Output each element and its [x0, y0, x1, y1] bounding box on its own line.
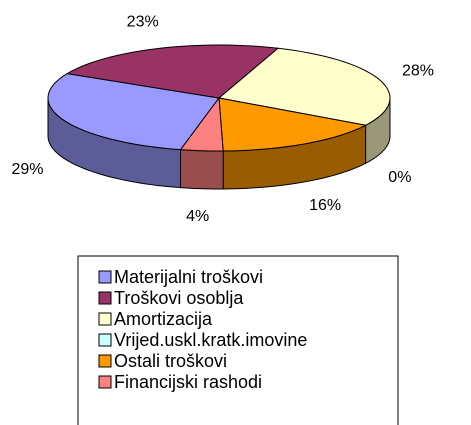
- slice: [217, 47, 391, 126]
- data-label: 23%: [127, 14, 159, 31]
- legend-swatch: [98, 270, 112, 284]
- data-label: 29%: [11, 161, 43, 178]
- legend-swatch: [98, 333, 112, 347]
- legend-label: Materijalni troškovi: [114, 267, 263, 287]
- legend-label: Amortizacija: [114, 309, 213, 329]
- legend-swatch: [98, 375, 112, 389]
- legend-label: Financijski rashodi: [114, 372, 262, 392]
- slice: [179, 96, 224, 152]
- slice-side: [180, 149, 224, 190]
- data-label: 4%: [186, 208, 209, 225]
- data-label: 16%: [309, 197, 341, 214]
- slice: [218, 97, 368, 152]
- legend-box: [77, 255, 399, 425]
- data-label: 0%: [388, 169, 411, 186]
- slice: [47, 73, 220, 151]
- legend-swatch: [98, 291, 112, 305]
- legend-label: Ostali troškovi: [114, 351, 227, 371]
- data-label: 28%: [402, 62, 434, 79]
- legend-swatch: [98, 312, 112, 326]
- legend-swatch: [98, 354, 112, 368]
- slice: [65, 44, 280, 99]
- legend-label: Troškovi osoblja: [114, 288, 244, 308]
- legend-label: Vrijed.uskl.kratk.imovine: [114, 330, 307, 350]
